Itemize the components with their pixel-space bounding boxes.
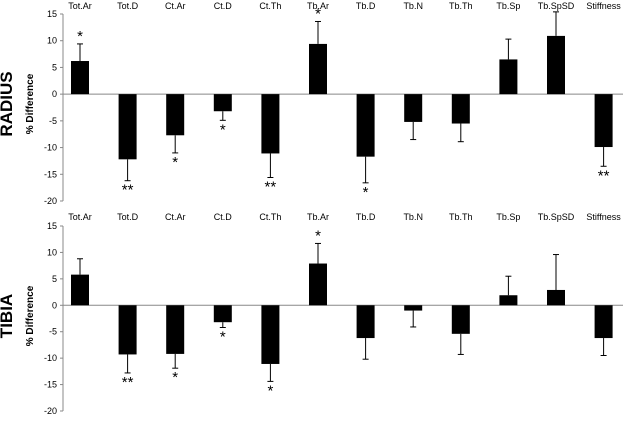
y-tick-label: -15 <box>44 169 57 179</box>
panel-label: RADIUS <box>0 71 16 136</box>
y-tick-label: 0 <box>52 89 57 99</box>
category-label: Tb.D <box>356 1 376 11</box>
bar-tb-th <box>451 305 470 334</box>
significance-marker: * <box>172 154 178 171</box>
significance-marker: ** <box>598 167 610 184</box>
bar-tb-sp <box>499 295 518 306</box>
significance-marker: * <box>363 184 369 201</box>
bar-ct-d <box>213 94 232 112</box>
y-tick-label: -20 <box>44 196 57 206</box>
category-label: Ct.Ar <box>165 212 186 222</box>
significance-marker: * <box>267 382 273 399</box>
bar-tot-ar <box>71 61 89 95</box>
category-label: Tb.Sp <box>496 212 520 222</box>
y-tick-label: 15 <box>47 221 57 231</box>
significance-marker: ** <box>122 374 134 391</box>
y-tick-label: 15 <box>47 9 57 19</box>
significance-marker: * <box>220 328 226 345</box>
bar-tb-n <box>404 94 423 122</box>
y-tick-label: -20 <box>44 406 57 416</box>
bar-ct-ar <box>166 305 185 354</box>
category-label: Tb.N <box>403 1 423 11</box>
significance-marker: * <box>77 28 83 45</box>
category-label: Tot.D <box>117 1 139 11</box>
category-label: Tb.Th <box>449 1 473 11</box>
bar-ct-th <box>261 94 280 154</box>
y-axis-label: % Difference <box>25 73 36 134</box>
category-label: Tb.Th <box>449 212 473 222</box>
y-tick-label: 5 <box>52 62 57 72</box>
bar-ct-ar <box>166 94 185 136</box>
y-tick-label: -5 <box>49 116 57 126</box>
category-label: Tb.N <box>403 212 423 222</box>
category-label: Ct.D <box>214 212 233 222</box>
category-label: Tb.Sp <box>496 1 520 11</box>
significance-marker: * <box>172 369 178 386</box>
bar-tb-ar <box>309 43 327 95</box>
bar-tb-spsd <box>547 289 565 306</box>
bar-tot-d <box>118 305 137 355</box>
y-axis-label: % Difference <box>25 285 36 346</box>
category-label: Tot.D <box>117 212 139 222</box>
bar-tb-d <box>356 94 375 157</box>
category-label: Stiffness <box>586 1 621 11</box>
bar-tot-d <box>118 94 137 160</box>
significance-marker: * <box>315 5 321 22</box>
bar-tb-spsd <box>547 35 565 95</box>
category-label: Tot.Ar <box>68 1 92 11</box>
category-label: Tb.SpSD <box>538 212 575 222</box>
bar-stiffness <box>594 94 613 148</box>
bar-tot-ar <box>71 274 89 306</box>
y-tick-label: -5 <box>49 327 57 337</box>
category-label: Ct.Th <box>259 212 281 222</box>
category-label: Tb.Ar <box>307 1 329 11</box>
category-label: Tb.Ar <box>307 212 329 222</box>
significance-marker: * <box>315 227 321 244</box>
bar-tb-th <box>451 94 470 124</box>
significance-marker: ** <box>265 178 277 195</box>
bar-tb-ar <box>309 263 327 306</box>
category-label: Ct.Ar <box>165 1 186 11</box>
bar-ct-d <box>213 305 232 323</box>
y-tick-label: 10 <box>47 36 57 46</box>
category-label: Tb.D <box>356 212 376 222</box>
y-tick-label: -15 <box>44 380 57 390</box>
category-label: Tb.SpSD <box>538 1 575 11</box>
y-tick-label: 0 <box>52 300 57 310</box>
y-tick-label: 5 <box>52 274 57 284</box>
significance-marker: * <box>220 121 226 138</box>
category-label: Stiffness <box>586 212 621 222</box>
category-label: Ct.D <box>214 1 233 11</box>
y-tick-label: -10 <box>44 143 57 153</box>
chart-panel-tibia: TIBIA % Difference 15 10 5 0 -5 -10 -15 -20 Tot.Ar… <box>0 212 623 416</box>
bar-tb-n <box>404 305 423 311</box>
bar-stiffness <box>594 305 613 339</box>
panel-label: TIBIA <box>0 294 16 338</box>
chart-panel-radius: RADIUS % Difference 15 10 5 0 -5 -10 -15 -20 Tot.A… <box>0 1 623 206</box>
y-tick-label: 10 <box>47 247 57 257</box>
significance-marker: ** <box>122 182 134 199</box>
bar-tb-sp <box>499 59 518 95</box>
category-label: Ct.Th <box>259 1 281 11</box>
category-label: Tot.Ar <box>68 212 92 222</box>
bar-ct-th <box>261 305 280 364</box>
bar-tb-d <box>356 305 375 339</box>
y-tick-label: -10 <box>44 353 57 363</box>
